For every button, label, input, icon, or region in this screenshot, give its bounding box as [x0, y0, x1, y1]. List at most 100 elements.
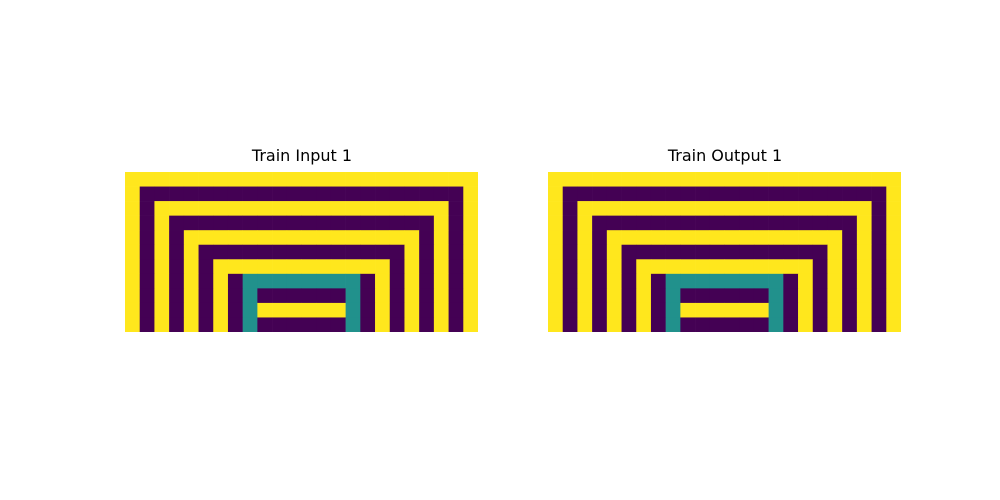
grid-cell: [286, 302, 302, 318]
grid-cell: [345, 259, 361, 275]
grid-cell: [856, 244, 872, 260]
grid-cell: [636, 259, 652, 275]
grid-cell: [709, 273, 725, 289]
grid-cell: [213, 244, 229, 260]
grid-cell: [562, 259, 578, 275]
grid-cell: [198, 259, 214, 275]
grid-cell: [227, 317, 243, 332]
grid-cell: [871, 244, 887, 260]
grid-cell: [213, 172, 229, 187]
grid-cell: [798, 273, 814, 289]
grid-cell: [125, 230, 141, 246]
grid-cell: [695, 244, 711, 260]
grid-cell: [330, 201, 346, 216]
grid-cell: [183, 230, 199, 246]
grid-cell: [242, 302, 258, 318]
grid-cell: [695, 201, 711, 216]
grid-cell: [798, 172, 814, 187]
grid-cell: [154, 273, 170, 289]
grid-cell: [798, 259, 814, 275]
grid-cell: [606, 288, 622, 304]
grid-cell: [768, 186, 784, 202]
grid-cell: [636, 288, 652, 304]
grid-cell: [886, 186, 901, 202]
grid-cell: [257, 259, 273, 275]
grid-cell: [286, 172, 302, 187]
grid-cell: [768, 317, 784, 332]
grid-cell: [577, 172, 593, 187]
grid-cell: [548, 201, 564, 216]
grid-cell: [463, 302, 478, 318]
grid-cell: [169, 230, 185, 246]
grid-cell: [286, 273, 302, 289]
grid-cell: [316, 273, 332, 289]
grid-cell: [577, 302, 593, 318]
grid-cell: [257, 302, 273, 318]
train-output-grid: [548, 172, 901, 332]
grid-cell: [389, 215, 405, 231]
grid-cell: [272, 317, 288, 332]
grid-cell: [272, 259, 288, 275]
grid-cell: [724, 273, 740, 289]
grid-cell: [198, 172, 214, 187]
grid-cell: [301, 259, 317, 275]
grid-cell: [842, 230, 858, 246]
grid-cell: [680, 288, 696, 304]
grid-cell: [433, 317, 449, 332]
grid-cell: [419, 201, 435, 216]
grid-cell: [606, 215, 622, 231]
grid-cell: [125, 302, 141, 318]
grid-cell: [680, 273, 696, 289]
grid-cell: [463, 186, 478, 202]
grid-cell: [812, 244, 828, 260]
grid-cell: [709, 317, 725, 332]
grid-cell: [125, 172, 141, 187]
grid-cell: [242, 244, 258, 260]
grid-cell: [125, 215, 141, 231]
grid-cell: [213, 186, 229, 202]
grid-cell: [650, 244, 666, 260]
grid-cell: [636, 186, 652, 202]
grid-cell: [827, 288, 843, 304]
grid-cell: [272, 201, 288, 216]
grid-cell: [242, 273, 258, 289]
grid-cell: [139, 172, 155, 187]
grid-cell: [257, 201, 273, 216]
grid-cell: [798, 288, 814, 304]
grid-cell: [827, 302, 843, 318]
grid-cell: [125, 244, 141, 260]
grid-cell: [709, 230, 725, 246]
grid-cell: [316, 288, 332, 304]
grid-cell: [198, 273, 214, 289]
grid-cell: [856, 302, 872, 318]
grid-cell: [301, 302, 317, 318]
grid-cell: [842, 215, 858, 231]
grid-cell: [139, 317, 155, 332]
grid-cell: [753, 230, 769, 246]
grid-cell: [404, 215, 420, 231]
grid-cell: [695, 288, 711, 304]
grid-cell: [227, 230, 243, 246]
grid-cell: [886, 172, 901, 187]
grid-cell: [724, 244, 740, 260]
grid-cell: [606, 273, 622, 289]
grid-cell: [636, 230, 652, 246]
grid-cell: [621, 317, 637, 332]
grid-cell: [842, 201, 858, 216]
grid-cell: [592, 230, 608, 246]
grid-cell: [548, 273, 564, 289]
grid-cell: [709, 201, 725, 216]
grid-cell: [650, 186, 666, 202]
grid-cell: [213, 215, 229, 231]
grid-cell: [548, 259, 564, 275]
grid-cell: [375, 302, 391, 318]
grid-cell: [636, 172, 652, 187]
grid-cell: [330, 230, 346, 246]
grid-cell: [389, 172, 405, 187]
grid-cell: [562, 317, 578, 332]
grid-cell: [592, 201, 608, 216]
grid-cell: [389, 273, 405, 289]
grid-cell: [389, 201, 405, 216]
grid-cell: [665, 244, 681, 260]
grid-cell: [316, 317, 332, 332]
